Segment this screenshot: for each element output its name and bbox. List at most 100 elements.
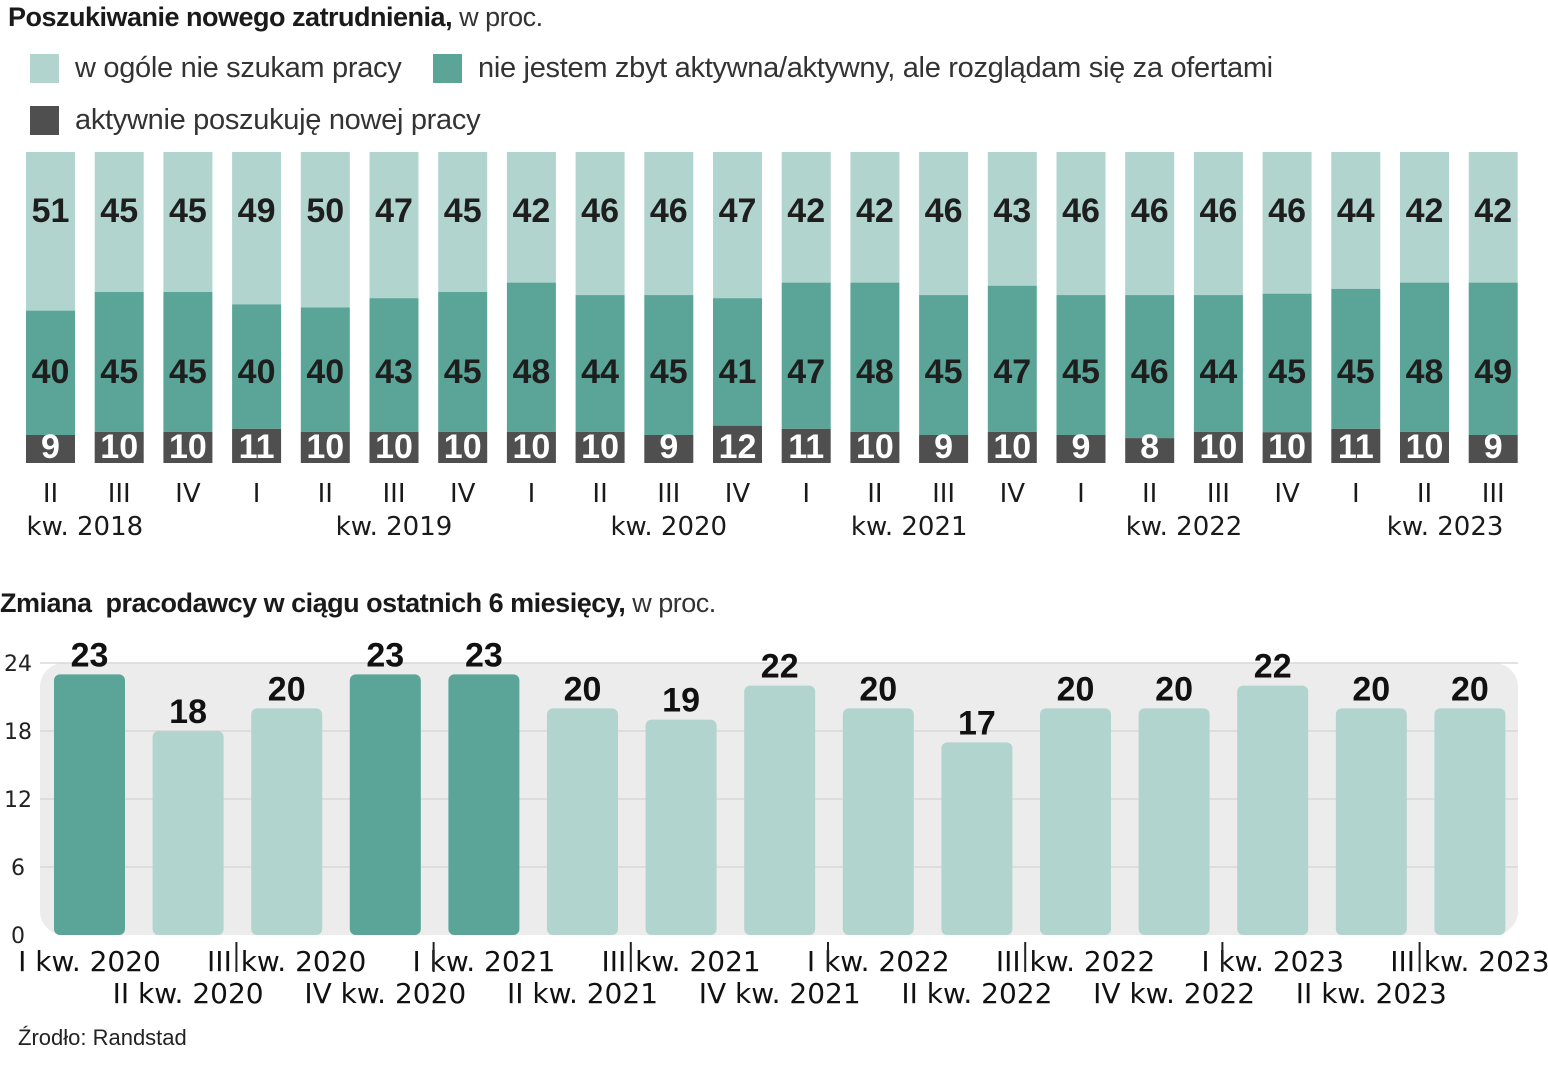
data-label: 19 <box>662 682 700 720</box>
data-label-not-searching: 42 <box>1406 192 1444 230</box>
bar <box>152 731 224 935</box>
x-tick-label: II kw. 2022 <box>901 977 1052 1010</box>
x-tick-quarter: II <box>1142 479 1157 509</box>
bar-segment-browsing <box>850 282 900 432</box>
data-label-active: 10 <box>1406 428 1444 466</box>
bar-segment-active <box>713 425 762 463</box>
bar-segment-browsing <box>163 291 213 432</box>
data-label-not-searching: 44 <box>1337 192 1375 230</box>
legend-label: w ogóle nie szukam pracy <box>75 52 402 84</box>
bar-segment-browsing <box>94 291 144 432</box>
stacked-bar-chart: 51409II454510III454510IV494011I504010II4… <box>26 152 1518 542</box>
data-label-not-searching: 46 <box>650 192 688 230</box>
data-label-active: 10 <box>1268 428 1306 466</box>
data-label-not-searching: 47 <box>719 192 757 230</box>
bar-segment-active <box>232 428 282 463</box>
data-label: 20 <box>268 670 306 708</box>
data-label-not-searching: 46 <box>581 192 619 230</box>
bar-segment-browsing <box>369 298 419 432</box>
chart1-title-main: Poszukiwanie nowego zatrudnienia, <box>8 2 453 32</box>
bar-segment-active <box>1125 438 1175 463</box>
bar-segment-browsing <box>713 298 762 426</box>
data-label: 18 <box>169 693 207 731</box>
data-label-not-searching: 46 <box>1199 192 1237 230</box>
bar-segment-not-searching <box>300 152 350 308</box>
bar-segment-browsing <box>644 295 694 436</box>
bar <box>1040 708 1111 935</box>
data-label-browsing: 45 <box>1337 353 1375 391</box>
x-tick-quarter: I <box>802 479 810 509</box>
data-label-active: 9 <box>1072 428 1091 466</box>
data-label: 20 <box>1057 670 1095 708</box>
bar-segment-active <box>919 435 969 463</box>
legend-item-actively-searching: aktywnie poszukuję nowej pracy <box>30 104 481 137</box>
bar-segment-active <box>438 431 488 463</box>
data-label: 23 <box>465 636 503 674</box>
bar-segment-browsing <box>781 282 831 429</box>
bar-segment-not-searching <box>850 152 900 283</box>
x-tick-label: II kw. 2020 <box>113 977 264 1010</box>
x-tick-quarter: IV <box>725 479 751 509</box>
bar-segment-not-searching <box>1193 152 1243 296</box>
x-tick-label: II kw. 2023 <box>1296 977 1447 1010</box>
bar-segment-not-searching <box>506 152 556 283</box>
x-tick-year: kw. 2019 <box>336 512 453 542</box>
bar-segment-active <box>1400 431 1449 463</box>
data-label-active: 11 <box>1338 428 1374 466</box>
bar <box>1138 708 1210 935</box>
data-label-active: 10 <box>993 428 1031 466</box>
data-label: 20 <box>859 670 897 708</box>
data-label: 23 <box>71 636 109 674</box>
x-tick-quarter: II <box>867 479 882 509</box>
data-label-browsing: 40 <box>32 353 70 391</box>
x-tick-quarter: III <box>1207 479 1230 509</box>
data-label-not-searching: 46 <box>925 192 963 230</box>
x-tick-quarter: II <box>592 479 607 509</box>
bar-segment-active <box>575 431 625 463</box>
data-label-not-searching: 45 <box>444 192 482 230</box>
bar-segment-active <box>26 435 75 463</box>
data-label-browsing: 49 <box>1474 353 1512 391</box>
data-label-browsing: 44 <box>1199 353 1237 391</box>
legend-label: nie jestem zbyt aktywna/aktywny, ale roz… <box>478 52 1273 84</box>
chart1-title: Poszukiwanie nowego zatrudnienia, w proc… <box>8 2 543 33</box>
bar-segment-active <box>850 431 900 463</box>
data-label-not-searching: 45 <box>100 192 138 230</box>
data-label-active: 10 <box>512 428 550 466</box>
y-tick-label: 18 <box>4 720 32 745</box>
bar-segment-active <box>1331 428 1381 463</box>
x-tick-year: kw. 2020 <box>610 512 727 542</box>
data-label: 20 <box>1352 670 1390 708</box>
data-label-active: 10 <box>581 428 619 466</box>
data-label-browsing: 45 <box>100 353 138 391</box>
data-label-active: 8 <box>1140 428 1159 466</box>
legend-label: aktywnie poszukuję nowej pracy <box>75 104 481 136</box>
bar-segment-browsing <box>1193 295 1243 432</box>
bar-segment-active <box>987 431 1037 463</box>
x-tick-year: kw. 2022 <box>1126 512 1243 542</box>
x-tick-label: IV kw. 2022 <box>1093 977 1255 1010</box>
x-tick-label: II kw. 2021 <box>507 977 658 1010</box>
data-label-browsing: 40 <box>306 353 344 391</box>
data-label-not-searching: 50 <box>306 192 344 230</box>
data-label-active: 9 <box>934 428 953 466</box>
x-tick-quarter: II <box>318 479 333 509</box>
data-label-not-searching: 42 <box>1474 192 1512 230</box>
bar-segment-not-searching <box>713 152 762 299</box>
data-label-browsing: 43 <box>375 353 413 391</box>
x-tick-quarter: II <box>1417 479 1432 509</box>
bar-segment-not-searching <box>1125 152 1175 296</box>
data-label-browsing: 45 <box>1062 353 1100 391</box>
data-label-active: 10 <box>1199 428 1237 466</box>
bar-segment-browsing <box>506 282 556 432</box>
data-label: 20 <box>564 670 602 708</box>
x-tick-label: IV kw. 2021 <box>699 977 861 1010</box>
data-label: 17 <box>958 704 996 742</box>
bar-segment-not-searching <box>1331 152 1381 289</box>
bar-segment-not-searching <box>232 152 282 305</box>
data-label-active: 9 <box>1484 428 1503 466</box>
bar-segment-not-searching <box>644 152 694 296</box>
data-label: 23 <box>366 636 404 674</box>
data-label-active: 12 <box>719 428 757 466</box>
bar-segment-active <box>300 431 350 463</box>
